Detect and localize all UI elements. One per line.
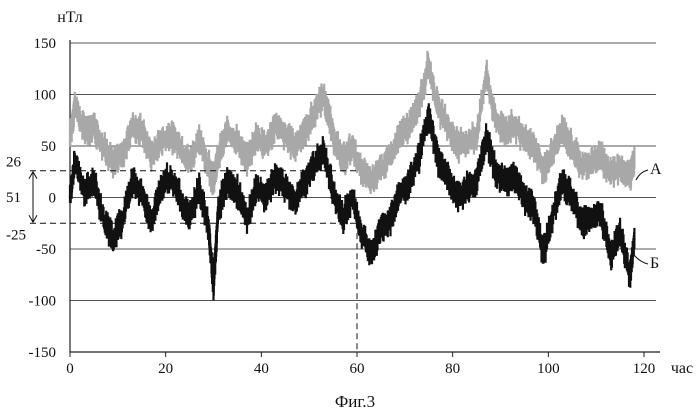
y-tick-label: -50 [36,242,56,258]
x-tick-labels: 0 20 40 60 80 100 120 [66,352,655,377]
series-b-leader [634,255,648,264]
series-label-b: Б [650,255,659,272]
x-tick-label: 20 [158,361,173,377]
series-group [70,51,634,301]
series-label-a: А [650,161,662,178]
y-axis-label: нТл [57,9,83,26]
x-axis-label: час [671,360,693,377]
x-tick-label: 0 [66,361,74,377]
upper-level-label: 26 [6,155,22,171]
series-band [70,51,634,195]
x-tick-label: 40 [254,361,269,377]
x-tick-label: 80 [445,361,460,377]
x-tick-label: 120 [633,361,656,377]
y-tick-label: 50 [41,139,56,155]
x-tick-label: 100 [537,361,560,377]
annotations: 26 -25 51 [6,155,648,352]
lower-level-label: -25 [6,227,26,243]
range-label: 51 [6,190,21,206]
series-a-leader [636,170,648,180]
y-tick-label: -150 [29,345,57,361]
figure-caption: Фиг.3 [335,392,375,411]
x-tick-label: 60 [350,361,365,377]
y-tick-label: 150 [34,36,57,52]
y-tick-label: -100 [29,294,57,310]
y-tick-label: 0 [49,191,57,207]
y-tick-label: 100 [34,88,57,104]
